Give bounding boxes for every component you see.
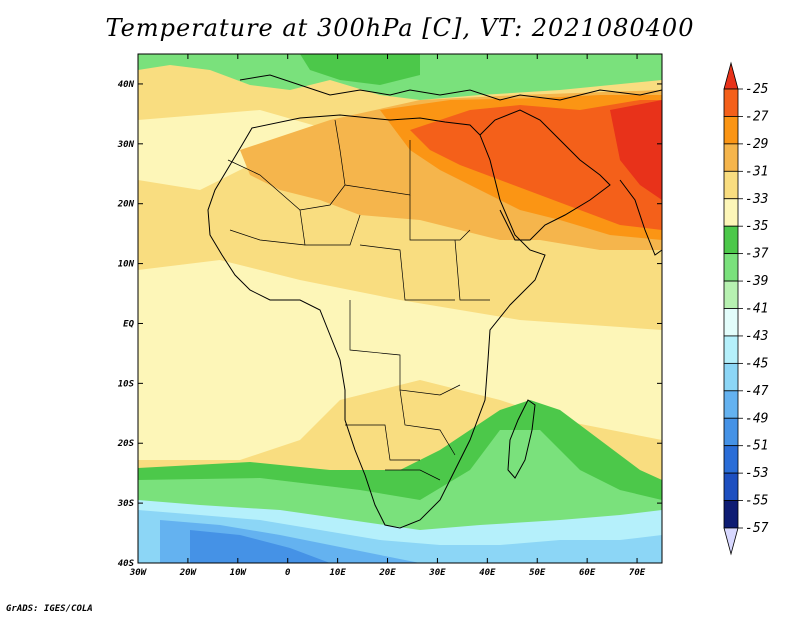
colorbar-label: -33 xyxy=(745,192,768,207)
colorbar-swatch xyxy=(723,472,739,501)
colorbar-label: -29 xyxy=(745,137,768,152)
lat-label: 10S xyxy=(118,379,135,389)
colorbar-label: -27 xyxy=(745,109,769,124)
map-axes: 30W 20W 10W 0 10E 20E 30E 40E 50E 60E 70E 40N 30N 20N… xyxy=(117,54,662,578)
chart-title: Temperature at 300hPa [C], VT: 202108040… xyxy=(105,14,695,42)
colorbar-swatch xyxy=(723,390,739,419)
colorbar-swatch xyxy=(723,225,739,255)
colorbar-label: -43 xyxy=(745,329,768,344)
lon-label: 10W xyxy=(230,568,248,578)
colorbar-label: -53 xyxy=(745,466,768,481)
india-coastline xyxy=(619,179,663,256)
colorbar-label: -35 xyxy=(745,219,769,234)
lat-label: EQ xyxy=(123,319,134,329)
colorbar-swatch xyxy=(723,445,739,474)
field-zone-green-dark-north xyxy=(300,54,420,85)
lat-label: 30N xyxy=(117,140,135,150)
lat-label: 40N xyxy=(118,80,135,90)
lon-label: 0 xyxy=(285,568,291,578)
colorbar-swatch xyxy=(723,417,739,447)
colorbar-label: -57 xyxy=(745,521,769,536)
madagascar-coastline xyxy=(507,399,536,479)
colorbar-swatch xyxy=(723,335,739,364)
colorbar-label: -55 xyxy=(745,494,769,509)
lon-label: 20E xyxy=(378,568,396,578)
colorbar-label: -37 xyxy=(745,247,769,262)
lon-label: 30E xyxy=(428,568,446,578)
colorbar: -25 -27 -29 -31 -33 -35 -37 -39 -41 -43 -45 -47 -49 -… xyxy=(723,61,769,556)
colorbar-label: -45 xyxy=(745,356,769,371)
field-zone-red-orange xyxy=(410,100,662,230)
field-zone-red xyxy=(610,100,662,200)
colorbar-swatch xyxy=(723,362,739,392)
lat-label: 30S xyxy=(117,499,135,509)
country-borders xyxy=(227,119,490,481)
lon-label: 30W xyxy=(129,568,148,578)
colorbar-swatch xyxy=(723,170,739,200)
colorbar-label: -31 xyxy=(745,164,768,179)
field-zone-deep-blue xyxy=(190,530,330,563)
europe-coastline xyxy=(239,74,663,101)
colorbar-swatch xyxy=(723,253,739,282)
lon-label: 50E xyxy=(529,568,546,578)
colorbar-label: -49 xyxy=(745,411,768,426)
lon-label: 20W xyxy=(179,568,198,578)
grads-credit: GrADS: IGES/COLA xyxy=(6,604,93,614)
map-frame xyxy=(137,53,663,564)
colorbar-bottom-arrow xyxy=(723,527,739,556)
lon-label: 40E xyxy=(479,568,496,578)
lat-label: 20S xyxy=(117,439,135,449)
colorbar-swatch xyxy=(723,308,739,337)
lon-label: 70E xyxy=(629,568,646,578)
arabia-coastline xyxy=(479,109,611,241)
lon-label: 60E xyxy=(579,568,596,578)
colorbar-label: -39 xyxy=(745,274,768,289)
colorbar-label: -25 xyxy=(745,82,769,97)
lat-label: 40S xyxy=(118,559,135,569)
colorbar-swatch xyxy=(723,116,739,145)
colorbar-swatch xyxy=(723,198,739,227)
lat-label: 20N xyxy=(117,200,135,210)
colorbar-swatch xyxy=(723,88,739,117)
colorbar-label: -47 xyxy=(745,384,769,399)
lon-label: 10E xyxy=(329,568,346,578)
colorbar-label: -41 xyxy=(745,302,768,317)
colorbar-top-arrow xyxy=(723,61,739,90)
lat-label: 10N xyxy=(118,260,135,270)
colorbar-label: -51 xyxy=(745,439,768,454)
colorbar-swatch xyxy=(723,143,739,172)
colorbar-swatch xyxy=(723,500,739,529)
colorbar-swatch xyxy=(723,280,739,309)
temperature-field xyxy=(138,54,662,563)
